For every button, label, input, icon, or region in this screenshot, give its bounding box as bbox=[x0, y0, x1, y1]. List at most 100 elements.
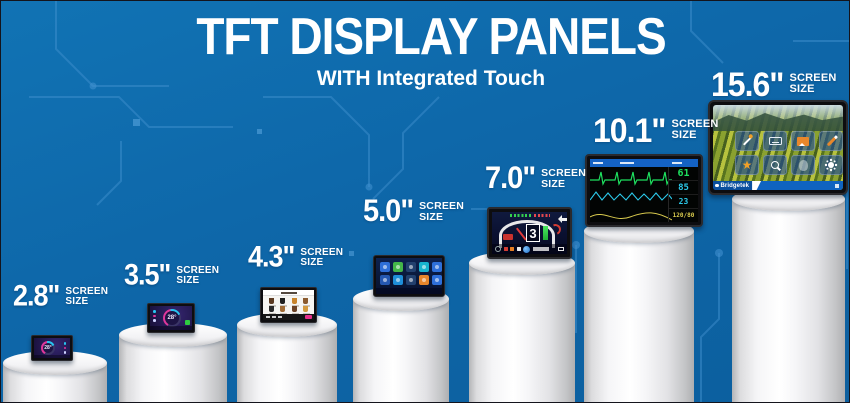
gauge-icon bbox=[495, 246, 501, 252]
temperature-value: 28° bbox=[43, 343, 53, 353]
warning-icon bbox=[503, 247, 508, 251]
label-15-6: 15.6" SCREEN SIZE bbox=[711, 64, 837, 104]
app-icon bbox=[432, 275, 442, 285]
temperature-gauge-ring: 28° bbox=[41, 341, 55, 355]
caption-screen: SCREEN bbox=[541, 167, 587, 179]
temperature-gauge-ring: 28° bbox=[163, 308, 181, 327]
taskbar-menu-icon bbox=[835, 183, 839, 188]
header-text-placeholder bbox=[672, 162, 682, 164]
instrument-cluster-screen: 3 bbox=[492, 212, 567, 254]
drink-icon bbox=[269, 306, 275, 312]
app-icon bbox=[406, 275, 416, 285]
speed-gauge-arc bbox=[499, 220, 555, 248]
panel-5-0-display bbox=[373, 255, 445, 297]
magic-wand-icon bbox=[735, 131, 759, 151]
taskbar: Bridgetek bbox=[713, 181, 843, 190]
magnifier-icon bbox=[763, 155, 787, 175]
panel-10-1-display: 61 85 23 120/80 bbox=[585, 154, 703, 227]
pedestal-4-3 bbox=[237, 313, 337, 402]
app-icon bbox=[419, 262, 429, 272]
footer-bar bbox=[34, 354, 70, 358]
taskbar-tab-shape bbox=[752, 181, 762, 190]
caption-size: SIZE bbox=[419, 210, 444, 223]
spo2-value: 85 bbox=[669, 181, 698, 195]
panel-3-5-display: 28° bbox=[147, 303, 195, 333]
label-3-5: 3.5" SCREEN SIZE bbox=[124, 258, 219, 292]
status-dot bbox=[63, 346, 66, 349]
thermostat-screen: 28° bbox=[150, 306, 192, 330]
ghost-icon bbox=[791, 155, 815, 175]
panel-4-3-display bbox=[260, 287, 317, 323]
pedestal-body bbox=[584, 231, 694, 402]
caption-screen: SCREEN bbox=[65, 286, 109, 297]
app-icon bbox=[432, 262, 442, 272]
size-value: 10.1" bbox=[593, 110, 666, 150]
side-icons bbox=[63, 342, 66, 354]
size-value: 15.6" bbox=[711, 64, 784, 104]
battery-icon bbox=[558, 247, 564, 251]
gear-indicator: 3 bbox=[526, 224, 540, 242]
brand-name: Bridgetek bbox=[720, 182, 750, 189]
drink-icon bbox=[291, 298, 297, 304]
pedestal-15-6 bbox=[732, 187, 845, 402]
title-block: TFT DISPLAY PANELS WITH Integrated Touch bbox=[131, 9, 731, 91]
pedestal-body bbox=[469, 263, 575, 402]
size-value: 5.0" bbox=[363, 193, 414, 229]
menu-dash bbox=[266, 316, 270, 318]
page-title: TFT DISPLAY PANELS bbox=[196, 6, 666, 65]
caption-screen: SCREEN bbox=[789, 72, 837, 84]
caption-screen: SCREEN bbox=[300, 247, 344, 258]
image-icon bbox=[791, 131, 815, 151]
drink-icon bbox=[291, 306, 297, 312]
drink-icon bbox=[302, 298, 308, 304]
dock-bar bbox=[376, 288, 442, 294]
status-dot bbox=[63, 342, 66, 345]
label-5-0: 5.0" SCREEN SIZE bbox=[363, 193, 464, 229]
drink-icon bbox=[280, 298, 286, 304]
caption-size: SIZE bbox=[176, 275, 200, 287]
shift-led-strip-green bbox=[510, 214, 533, 217]
status-dot bbox=[63, 351, 66, 354]
header-text-placeholder bbox=[593, 162, 603, 164]
app-icon-grid bbox=[380, 262, 442, 285]
sun-icon bbox=[819, 155, 843, 175]
temperature-value: 28° bbox=[165, 310, 179, 325]
cluster-bottom-bar bbox=[492, 244, 567, 254]
app-icon bbox=[380, 262, 390, 272]
label-2-8: 2.8" SCREEN SIZE bbox=[13, 281, 109, 311]
panel-15-6-display: ★ Bridgetek bbox=[708, 100, 848, 195]
resp-value: 23 bbox=[669, 195, 698, 209]
size-value: 4.3" bbox=[248, 240, 295, 274]
pedestal-body bbox=[237, 325, 337, 402]
odometer-readout bbox=[532, 247, 549, 251]
size-value: 3.5" bbox=[124, 258, 171, 292]
menu-dash bbox=[272, 316, 276, 318]
vitals-column: 61 85 23 120/80 bbox=[668, 167, 698, 222]
panel-2-8-display: 28° bbox=[31, 335, 73, 361]
star-icon: ★ bbox=[735, 155, 759, 175]
size-value: 7.0" bbox=[485, 160, 536, 196]
app-icon bbox=[380, 275, 390, 285]
bottom-bar bbox=[263, 314, 314, 320]
status-dot bbox=[153, 319, 156, 322]
caption-size: SIZE bbox=[541, 177, 566, 190]
coffee-menu-screen bbox=[263, 290, 314, 320]
app-launcher-screen bbox=[376, 258, 442, 294]
brush-icon bbox=[819, 131, 843, 151]
caption-screen: SCREEN bbox=[671, 118, 719, 130]
pedestal-body bbox=[353, 299, 449, 402]
turn-signal-icon bbox=[554, 215, 567, 223]
menu-dash bbox=[278, 316, 282, 318]
status-dot bbox=[153, 314, 156, 317]
monitor-header-bar bbox=[590, 159, 698, 167]
thermostat-screen: 28° bbox=[34, 338, 70, 358]
vitals-waveforms bbox=[590, 171, 673, 221]
app-icon bbox=[406, 262, 416, 272]
app-icon bbox=[393, 275, 403, 285]
label-7-0: 7.0" SCREEN SIZE bbox=[485, 160, 587, 196]
photo-demo-screen: ★ Bridgetek bbox=[713, 105, 843, 190]
caption-size: SIZE bbox=[300, 257, 324, 269]
nav-globe-icon bbox=[523, 245, 530, 253]
app-icon bbox=[419, 275, 429, 285]
